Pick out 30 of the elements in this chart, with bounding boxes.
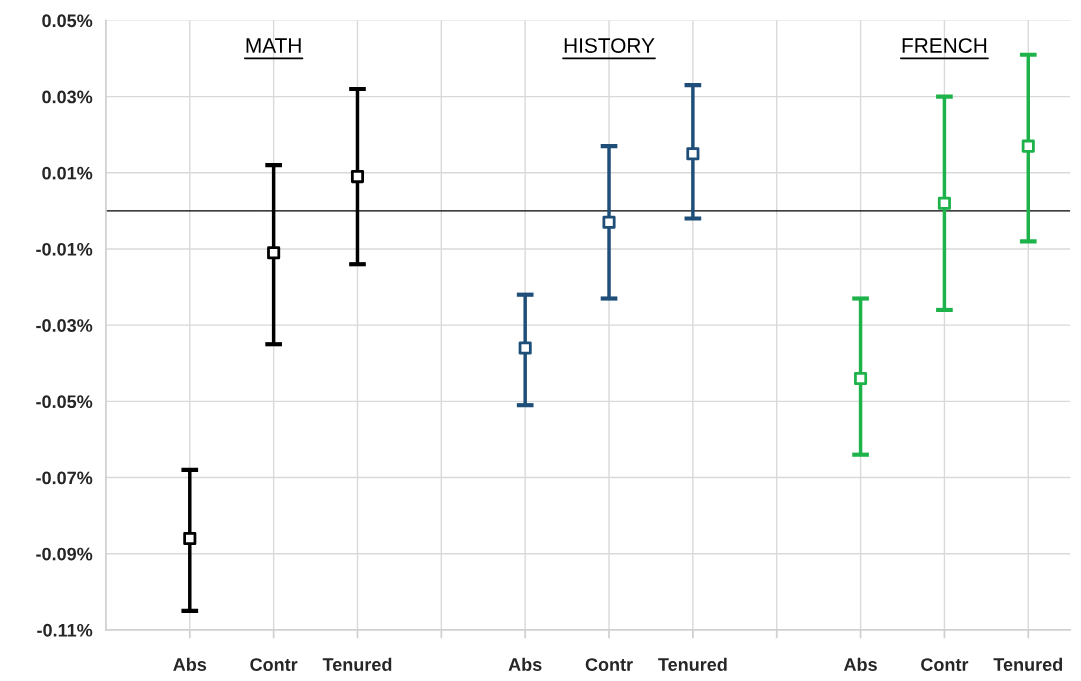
x-tick-label: Contr — [585, 658, 633, 671]
y-tick-label: -0.11% — [37, 623, 93, 637]
y-tick-label: -0.01% — [36, 242, 93, 256]
y-tick-label: 0.01% — [42, 166, 93, 180]
x-tick-label: Contr — [921, 658, 969, 671]
point — [686, 147, 700, 161]
point — [350, 170, 365, 184]
x-tick-label: Abs — [843, 657, 877, 671]
point — [937, 196, 951, 210]
x-tick-label: Tenured — [322, 657, 392, 671]
x-tick-label: Tenured — [993, 657, 1063, 671]
annotation: MATH — [246, 38, 301, 53]
y-tick-label: 0.05% — [42, 14, 93, 28]
point — [183, 531, 197, 546]
y-tick-label: -0.09% — [36, 547, 93, 561]
point — [518, 341, 532, 355]
annotation: HISTORY — [564, 38, 655, 53]
x-tick-label: Tenured — [658, 657, 727, 671]
annotation: FRENCH — [902, 38, 987, 53]
y-tick-label: 0.03% — [42, 90, 93, 104]
x-tick-label: Contr — [250, 658, 298, 671]
y-tick-label: -0.05% — [36, 395, 93, 409]
point — [267, 246, 281, 260]
y-tick-label: -0.07% — [36, 471, 93, 485]
x-tick-label: Abs — [173, 657, 207, 671]
point — [602, 215, 616, 229]
y-tick-label: -0.03% — [36, 319, 93, 332]
x-tick-label: Abs — [508, 657, 542, 671]
point — [854, 371, 868, 386]
point — [1021, 139, 1035, 153]
